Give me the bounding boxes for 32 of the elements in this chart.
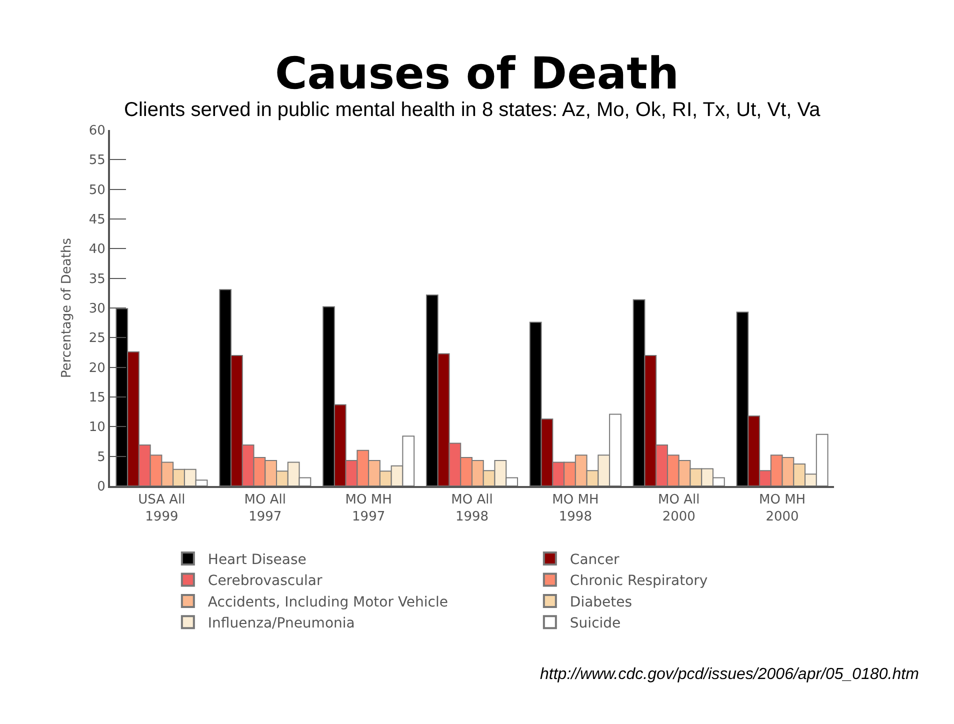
y-tick-label: 15 (88, 390, 106, 406)
chart-subtitle: Clients served in public mental health in 8 states: Az, Mo, Ok, RI, Tx, Ut, Vt, Va (124, 99, 822, 121)
y-tick-label: 10 (88, 420, 106, 436)
legend-label: Heart Disease (208, 552, 306, 568)
y-tick-label: 50 (88, 182, 106, 198)
legend-label: Cerebrovascular (208, 573, 322, 590)
x-tick-label: USA All 1999 (138, 492, 186, 524)
y-tick-label: 20 (88, 360, 106, 376)
legend-label: Cancer (570, 552, 620, 568)
x-tick-label: MO All 1998 (451, 492, 493, 524)
x-tick-label: MO All 1997 (244, 492, 286, 524)
y-tick-label: 60 (88, 124, 106, 139)
legend-label: Diabetes (570, 594, 632, 610)
y-tick-label: 35 (88, 272, 106, 287)
y-tick-label: 0 (97, 480, 106, 495)
legend-label: Chronic Respiratory (570, 573, 708, 590)
x-tick-label: MO All 2000 (658, 492, 700, 524)
y-tick-label: 45 (88, 212, 106, 228)
y-axis-title: Percentage of Deaths (59, 238, 74, 378)
text: http://www.cdc.gov/pcd/issues/2006/apr/05_0180.htm (540, 666, 919, 683)
x-tick-label: MO MH 1998 (552, 492, 599, 524)
y-tick-label: 25 (88, 331, 106, 346)
legend-label: Accidents, Including Motor Vehicle (208, 594, 448, 610)
x-tick-label: MO MH 2000 (759, 492, 806, 524)
x-tick-label: MO MH 1997 (345, 492, 392, 524)
chart-title: Causes of Death (275, 48, 679, 100)
y-tick-label: 40 (88, 242, 106, 258)
legend-label: Suicide (570, 616, 621, 632)
y-tick-label: 30 (88, 302, 106, 317)
y-tick-label: 5 (97, 450, 106, 465)
y-tick-label: 55 (88, 153, 106, 168)
legend-label: Influenza/Pneumonia (208, 616, 355, 632)
